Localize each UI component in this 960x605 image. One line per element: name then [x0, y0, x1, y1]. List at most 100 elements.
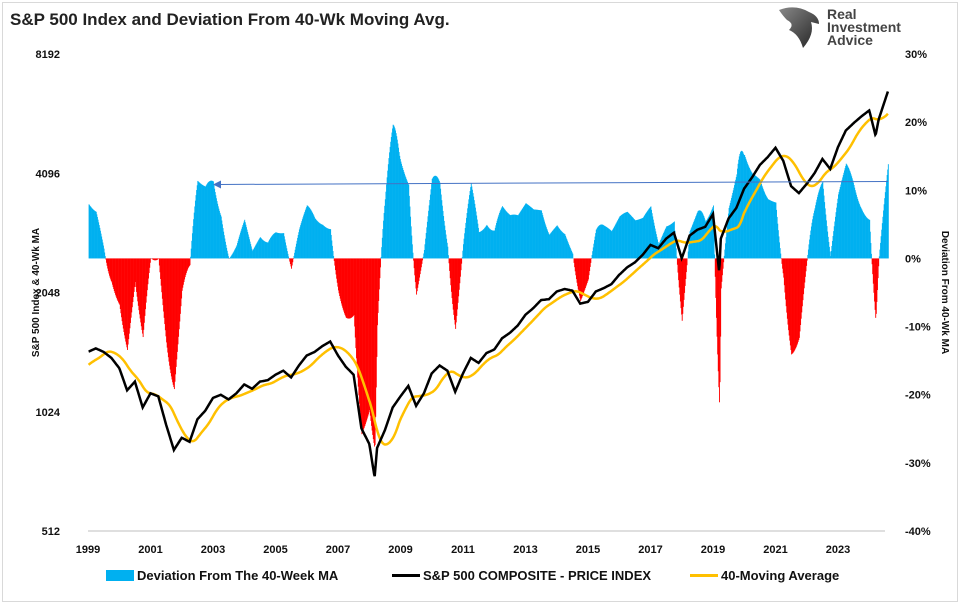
deviation-bar: [845, 163, 847, 259]
deviation-bar: [145, 258, 146, 310]
deviation-bar: [789, 258, 791, 341]
logo-text: Real Investment Advice: [827, 6, 901, 48]
deviation-bar: [128, 258, 130, 334]
deviation-bar: [416, 258, 418, 295]
deviation-bar: [705, 220, 707, 259]
deviation-bar: [741, 151, 743, 259]
deviation-bar: [819, 188, 821, 259]
deviation-bar: [685, 258, 687, 273]
deviation-bar: [750, 170, 752, 259]
deviation-bar: [509, 215, 511, 259]
deviation-bar: [838, 194, 839, 259]
deviation-bar: [610, 230, 612, 259]
deviation-bar: [456, 258, 458, 310]
deviation-bar: [310, 209, 312, 259]
deviation-bar: [868, 219, 869, 259]
deviation-bar: [228, 256, 229, 259]
deviation-bar: [384, 205, 386, 259]
deviation-bar: [99, 227, 101, 259]
deviation-bar: [419, 258, 421, 278]
deviation-bar: [557, 226, 559, 259]
deviation-bar: [565, 235, 567, 259]
deviation-bar: [282, 233, 284, 259]
deviation-bar: [230, 256, 232, 259]
deviation-bar: [665, 227, 667, 259]
deviation-bar: [98, 222, 100, 259]
deviation-bar: [634, 219, 636, 259]
deviation-bar: [115, 258, 116, 295]
deviation-bar: [371, 258, 372, 426]
deviation-bar: [699, 210, 701, 259]
deviation-bar: [542, 217, 544, 259]
deviation-bar: [171, 258, 173, 380]
deviation-bar: [298, 229, 300, 259]
deviation-bar: [110, 258, 112, 281]
deviation-bar: [427, 216, 429, 259]
deviation-bar: [133, 258, 135, 292]
deviation-bar: [440, 194, 442, 259]
deviation-bar: [683, 258, 685, 300]
deviation-bar: [833, 231, 835, 259]
deviation-bar: [639, 219, 640, 259]
deviation-bar: [276, 232, 277, 259]
deviation-bar: [182, 258, 184, 285]
deviation-bar: [290, 258, 292, 267]
deviation-bar: [489, 228, 491, 259]
right-axis-title: Deviation From 40-Wk MA: [939, 231, 950, 354]
deviation-bar: [613, 226, 615, 259]
deviation-bar: [136, 258, 137, 292]
deviation-bar: [261, 238, 262, 259]
deviation-bar: [616, 221, 618, 259]
deviation-bar: [631, 217, 633, 259]
deviation-bar: [483, 228, 485, 259]
deviation-bar: [543, 219, 545, 259]
deviation-bar: [403, 171, 405, 259]
deviation-bar: [526, 203, 527, 259]
deviation-bar: [379, 258, 381, 279]
deviation-bar: [172, 258, 174, 385]
deviation-bar: [267, 242, 268, 259]
deviation-bar: [649, 207, 651, 259]
deviation-bar: [334, 258, 336, 266]
deviation-bar: [477, 223, 479, 259]
deviation-bar: [461, 258, 463, 264]
deviation-bar: [621, 214, 623, 259]
deviation-bar: [801, 258, 803, 307]
deviation-bar: [783, 258, 785, 278]
deviation-bar: [492, 230, 494, 259]
deviation-bar: [359, 258, 361, 412]
deviation-bar: [331, 245, 333, 259]
deviation-bar: [557, 227, 559, 259]
deviation-bar: [372, 258, 374, 440]
deviation-bar: [500, 208, 502, 259]
deviation-bar: [316, 221, 318, 259]
deviation-bar: [446, 242, 448, 259]
deviation-bar: [762, 189, 764, 259]
deviation-bar: [283, 233, 285, 259]
deviation-bar: [464, 228, 466, 259]
deviation-bar: [791, 258, 793, 354]
deviation-bar: [781, 258, 783, 264]
deviation-bar: [726, 231, 728, 259]
deviation-bar: [479, 231, 481, 259]
deviation-bar: [301, 219, 303, 259]
deviation-bar: [335, 258, 336, 271]
deviation-bar: [586, 258, 588, 283]
deviation-bar: [239, 234, 241, 259]
deviation-bar: [96, 214, 98, 259]
deviation-bar: [241, 228, 243, 259]
deviation-bar: [530, 207, 532, 259]
deviation-bar: [179, 258, 181, 322]
deviation-bar: [767, 199, 769, 259]
deviation-bar: [872, 258, 874, 275]
deviation-bar: [807, 254, 809, 259]
deviation-bar: [420, 258, 422, 268]
deviation-bar: [103, 248, 105, 259]
deviation-bar: [858, 202, 860, 259]
deviation-bar: [686, 258, 688, 266]
deviation-bar: [848, 168, 850, 259]
deviation-bar: [344, 258, 345, 314]
deviation-bar: [613, 227, 615, 259]
deviation-bar: [309, 208, 311, 259]
deviation-bar: [441, 205, 443, 259]
